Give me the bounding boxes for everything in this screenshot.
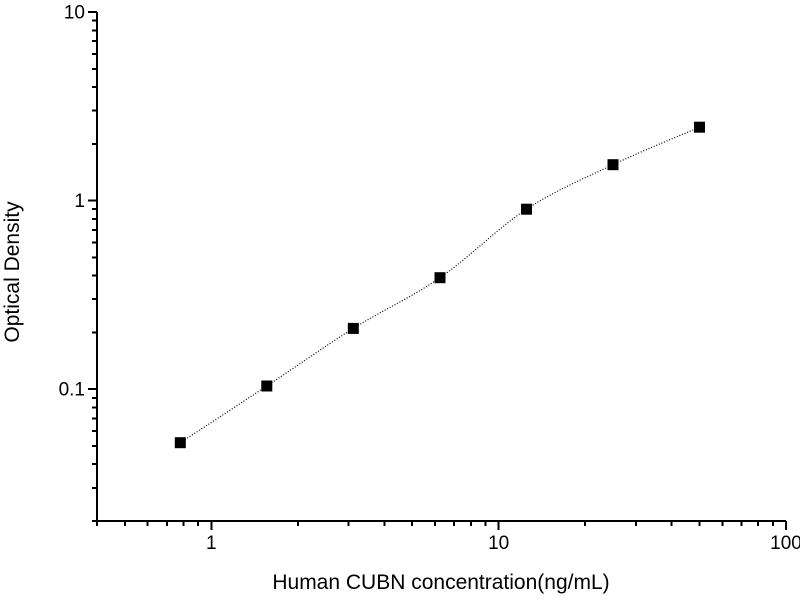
y-tick-label: 10 [64, 3, 85, 24]
series-layer [174, 121, 705, 449]
data-point-marker [521, 203, 532, 215]
data-point-marker [694, 121, 705, 133]
y-axis-title: Optical Density [1, 201, 24, 343]
data-point-marker [434, 272, 446, 284]
x-tick-label: 1 [206, 533, 217, 554]
data-point-marker [347, 322, 359, 334]
y-tick-label: 0.1 [59, 380, 85, 401]
data-point-marker [607, 159, 619, 171]
x-axis-title: Human CUBN concentration(ng/mL) [272, 571, 609, 594]
data-point-marker [261, 380, 273, 392]
axes-layer: 1 10 100 0.1 1 10 [59, 3, 800, 555]
y-tick-label: 1 [74, 191, 85, 212]
x-tick-label: 100 [770, 533, 800, 554]
data-point-marker [174, 437, 186, 449]
x-tick-label: 10 [488, 533, 509, 554]
